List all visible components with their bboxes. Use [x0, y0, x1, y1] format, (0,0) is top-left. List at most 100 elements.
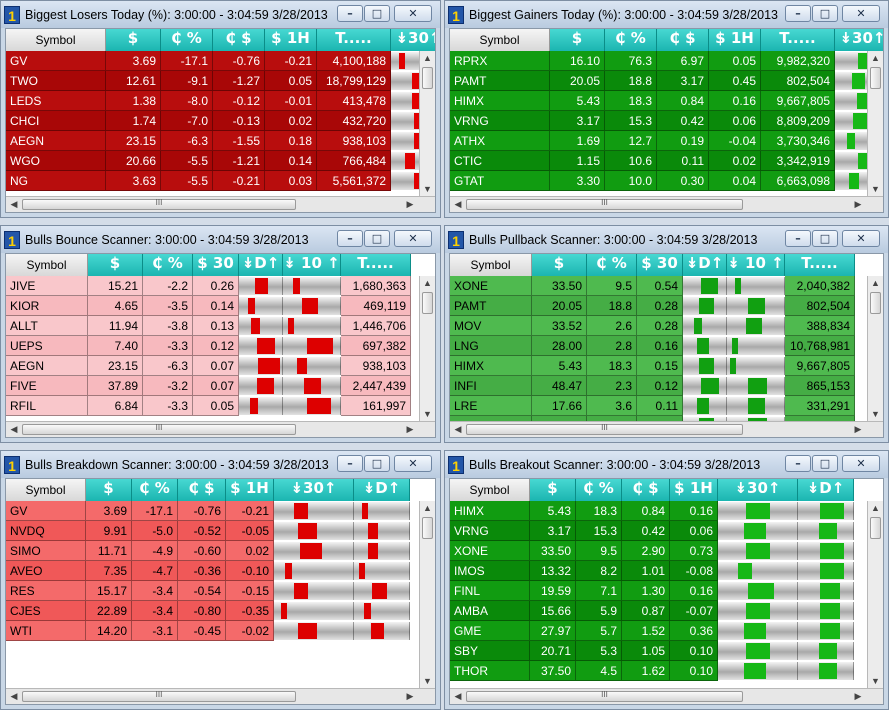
window-titlebar[interactable]: 1 Bulls Breakdown Scanner: 3:00:00 - 3:04…	[1, 451, 440, 478]
horizontal-scrollbar[interactable]: ◀ III ▶	[6, 421, 435, 437]
scanner-grid[interactable]: Symbol $ ₵ % $ 30 ↡D↑ ↡ 10 ↑ T..... XONE 33.50 9.…	[449, 253, 884, 438]
scroll-thumb[interactable]: III	[22, 423, 296, 435]
table-row[interactable]: CJES 22.89 -3.4 -0.80 -0.35	[6, 601, 410, 621]
scroll-down-arrow[interactable]: ▼	[871, 676, 880, 686]
vertical-scrollbar[interactable]: ▲ ▼	[867, 51, 883, 196]
scroll-left-arrow[interactable]: ◀	[454, 691, 462, 701]
scroll-down-arrow[interactable]: ▼	[423, 676, 432, 686]
column-header[interactable]: ₵ %	[161, 29, 213, 51]
column-header[interactable]: ₵ %	[605, 29, 657, 51]
scroll-down-arrow[interactable]: ▼	[423, 184, 432, 194]
table-row[interactable]: GV 3.69 -17.1 -0.76 -0.21 4,100,188	[6, 51, 435, 71]
horizontal-scrollbar[interactable]: ◀ III ▶	[6, 196, 435, 212]
close-button[interactable]: ✕	[842, 230, 880, 247]
horizontal-scrollbar[interactable]: ◀ III ▶	[450, 196, 883, 212]
column-header[interactable]: $	[550, 29, 605, 51]
close-button[interactable]: ✕	[394, 5, 432, 22]
scroll-thumb[interactable]: III	[22, 690, 296, 702]
column-header[interactable]: ₵ $	[178, 479, 226, 501]
scroll-up-arrow[interactable]: ▲	[423, 503, 432, 513]
column-header[interactable]: $ 1H	[709, 29, 761, 51]
vertical-scrollbar[interactable]: ▲ ▼	[419, 276, 435, 421]
scroll-thumb[interactable]	[422, 517, 433, 539]
vertical-scrollbar[interactable]: ▲ ▼	[867, 276, 883, 421]
scroll-up-arrow[interactable]: ▲	[423, 278, 432, 288]
column-header[interactable]: T.....	[785, 254, 855, 276]
scanner-grid[interactable]: Symbol $ ₵ % $ 30 ↡D↑ ↡ 10 ↑ T..... JIVE 15.21 -2…	[5, 253, 436, 438]
minimize-button[interactable]: –	[337, 455, 363, 472]
column-header[interactable]: ↡ 10 ↑	[727, 254, 785, 276]
table-row[interactable]: RFIL 6.84 -3.3 0.05 161,997	[6, 396, 411, 416]
scroll-down-arrow[interactable]: ▼	[423, 409, 432, 419]
scroll-thumb[interactable]: III	[466, 690, 743, 702]
table-row[interactable]: GV 3.69 -17.1 -0.76 -0.21	[6, 501, 410, 521]
scroll-right-arrow[interactable]: ▶	[854, 424, 862, 434]
scroll-thumb[interactable]: III	[22, 198, 296, 210]
close-button[interactable]: ✕	[842, 5, 880, 22]
vertical-scrollbar[interactable]: ▲ ▼	[867, 501, 883, 688]
table-row[interactable]: VRNG 3.17 15.3 0.42 0.06 8,809,209	[450, 111, 883, 131]
column-header[interactable]: Symbol	[450, 29, 550, 51]
table-row[interactable]: MOV 33.52 2.6 0.28 388,834	[450, 316, 855, 336]
close-button[interactable]: ✕	[842, 455, 880, 472]
table-row[interactable]: CTIC 1.15 10.6 0.11 0.02 3,342,919	[450, 151, 883, 171]
table-row[interactable]: PAMT 20.05 18.8 3.17 0.45 802,504	[450, 71, 883, 91]
column-header[interactable]: $	[86, 479, 132, 501]
scroll-right-arrow[interactable]: ▶	[854, 199, 862, 209]
column-header[interactable]: ₵ $	[622, 479, 670, 501]
scroll-left-arrow[interactable]: ◀	[454, 424, 462, 434]
scroll-thumb[interactable]	[422, 67, 433, 89]
table-row[interactable]: HIMX 5.43 18.3 0.15 9,667,805	[450, 356, 855, 376]
table-row[interactable]: FINL 19.59 7.1 1.30 0.16	[450, 581, 854, 601]
column-header[interactable]: Symbol	[6, 479, 86, 501]
window-titlebar[interactable]: 1 Biggest Gainers Today (%): 3:00:00 - 3:…	[445, 1, 888, 28]
scroll-down-arrow[interactable]: ▼	[871, 184, 880, 194]
scroll-left-arrow[interactable]: ◀	[10, 691, 18, 701]
column-header[interactable]: T.....	[761, 29, 835, 51]
scanner-grid[interactable]: Symbol $ ₵ % ₵ $ $ 1H ↡30↑ ↡D↑ HIMX 5.43 18.3 0.84…	[449, 478, 884, 705]
column-header[interactable]: $	[88, 254, 143, 276]
close-button[interactable]: ✕	[394, 455, 432, 472]
scanner-window[interactable]: 1 Biggest Gainers Today (%): 3:00:00 - 3:…	[444, 0, 889, 218]
table-row[interactable]: HIMX 5.43 18.3 0.84 0.16 9,667,805	[450, 91, 883, 111]
minimize-button[interactable]: –	[785, 5, 811, 22]
maximize-button[interactable]: □	[364, 5, 390, 22]
table-row[interactable]: XONE 33.50 9.5 2.90 0.73	[450, 541, 854, 561]
column-header[interactable]: T.....	[317, 29, 391, 51]
column-header[interactable]: $	[106, 29, 161, 51]
scanner-window[interactable]: 1 Bulls Pullback Scanner: 3:00:00 - 3:04:…	[444, 225, 889, 443]
table-row[interactable]: UEPS 7.40 -3.3 0.12 697,382	[6, 336, 411, 356]
column-header[interactable]: ↡30↑	[274, 479, 354, 501]
column-header[interactable]: $ 1H	[670, 479, 718, 501]
maximize-button[interactable]: □	[812, 455, 838, 472]
scroll-left-arrow[interactable]: ◀	[10, 199, 18, 209]
table-row[interactable]: CHCI 1.74 -7.0 -0.13 0.02 432,720	[6, 111, 435, 131]
column-header[interactable]: $	[532, 254, 587, 276]
table-row[interactable]: LRE 17.66 3.6 0.11 331,291	[450, 396, 855, 416]
close-button[interactable]: ✕	[394, 230, 432, 247]
table-row[interactable]: WGO 20.66 -5.5 -1.21 0.14 766,484	[6, 151, 435, 171]
scanner-grid[interactable]: Symbol $ ₵ % ₵ $ $ 1H ↡30↑ ↡D↑ GV 3.69 -17.1 -0.76…	[5, 478, 436, 705]
column-header[interactable]: $ 1H	[226, 479, 274, 501]
table-row[interactable]: GTAT 3.30 10.0 0.30 0.04 6,663,098	[450, 171, 883, 191]
maximize-button[interactable]: □	[364, 455, 390, 472]
scroll-left-arrow[interactable]: ◀	[454, 199, 462, 209]
table-row[interactable]: ALLT 11.94 -3.8 0.13 1,446,706	[6, 316, 411, 336]
scroll-right-arrow[interactable]: ▶	[854, 691, 862, 701]
column-header[interactable]: Symbol	[450, 254, 532, 276]
window-titlebar[interactable]: 1 Biggest Losers Today (%): 3:00:00 - 3:0…	[1, 1, 440, 28]
table-row[interactable]: TWO 12.61 -9.1 -1.27 0.05 18,799,129	[6, 71, 435, 91]
table-row[interactable]: AMBA 15.66 5.9 0.87 -0.07	[450, 601, 854, 621]
window-titlebar[interactable]: 1 Bulls Bounce Scanner: 3:00:00 - 3:04:59…	[1, 226, 440, 253]
column-header[interactable]: $ 30	[193, 254, 239, 276]
table-row[interactable]: NVDQ 9.91 -5.0 -0.52 -0.05	[6, 521, 410, 541]
window-titlebar[interactable]: 1 Bulls Breakout Scanner: 3:00:00 - 3:04:…	[445, 451, 888, 478]
table-row[interactable]: ATHX 1.69 12.7 0.19 -0.04 3,730,346	[450, 131, 883, 151]
column-header[interactable]: $ 1H	[265, 29, 317, 51]
minimize-button[interactable]: –	[337, 5, 363, 22]
table-row[interactable]: THOR 37.50 4.5 1.62 0.10	[450, 661, 854, 681]
scroll-right-arrow[interactable]: ▶	[406, 199, 414, 209]
column-header[interactable]: ↡D↑	[354, 479, 410, 501]
scanner-window[interactable]: 1 Bulls Bounce Scanner: 3:00:00 - 3:04:59…	[0, 225, 441, 443]
table-row[interactable]: AEGN 23.15 -6.3 0.07 938,103	[6, 356, 411, 376]
